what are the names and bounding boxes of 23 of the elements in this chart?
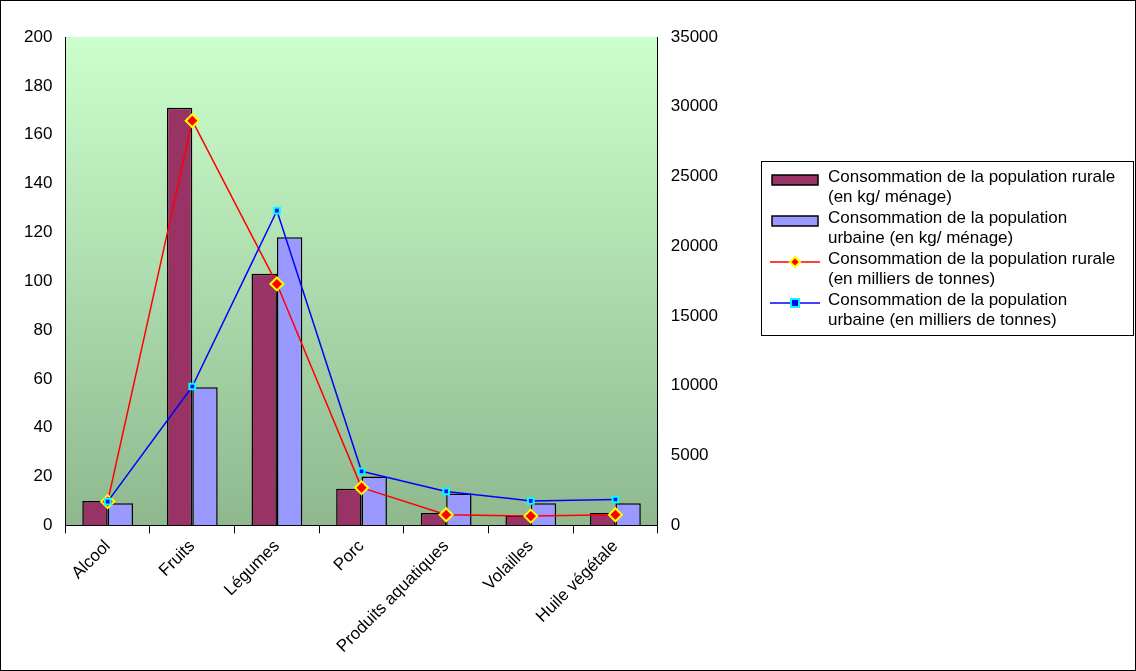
legend-label: Consommation de la population urbaine (en milliers de tonnes) xyxy=(828,290,1069,330)
legend-label: Consommation de la population rurale (en kg/ ménage) xyxy=(828,167,1117,207)
y-tick-label: 100 xyxy=(23,270,53,290)
legend-label: Consommation de la population urbaine (en kg/ ménage) xyxy=(828,208,1069,248)
legend-label: Consommation de la population rurale (en milliers de tonnes) xyxy=(828,249,1117,289)
y-tick-label: 20 xyxy=(33,466,53,486)
y-tick-label: 120 xyxy=(23,222,53,242)
y-tick-label: 140 xyxy=(23,173,53,193)
y-tick-label: 200 xyxy=(23,26,53,46)
y2-tick-label: 10000 xyxy=(670,375,719,395)
y2-tick-label: 5000 xyxy=(670,445,709,465)
y-tick-label: 80 xyxy=(33,319,53,339)
y-tick-label: 160 xyxy=(23,124,53,144)
y2-tick-label: 35000 xyxy=(670,26,719,46)
y2-tick-label: 30000 xyxy=(670,96,719,116)
y-tick-label: 40 xyxy=(33,417,53,437)
y2-tick-label: 20000 xyxy=(670,235,719,255)
y2-tick-label: 25000 xyxy=(670,166,719,186)
y-tick-label: 60 xyxy=(33,368,53,388)
y2-tick-label: 15000 xyxy=(670,305,719,325)
y-tick-label: 0 xyxy=(42,515,53,535)
y2-tick-label: 0 xyxy=(670,515,681,535)
y-tick-label: 180 xyxy=(23,75,53,95)
